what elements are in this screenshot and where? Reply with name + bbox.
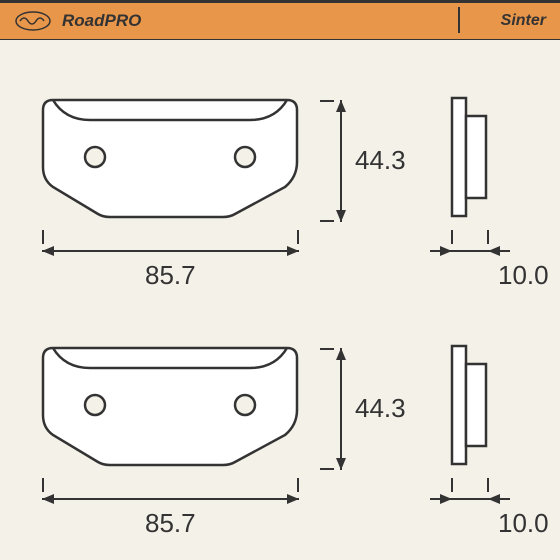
dim-line-width — [42, 250, 299, 252]
logo-area: RoadPRO — [14, 10, 141, 32]
dim-height-bottom: 44.3 — [355, 393, 406, 424]
arrow-icon — [488, 246, 500, 256]
pad-side-top — [450, 92, 490, 222]
brand-logo-icon — [14, 10, 52, 32]
brand-prefix: Road — [62, 11, 105, 30]
brake-pad-shape — [35, 340, 305, 470]
arrow-icon — [488, 494, 500, 504]
arrow-icon — [287, 246, 299, 256]
dim-tick — [320, 100, 334, 102]
arrow-icon — [42, 494, 54, 504]
diagram-area: 44.3 85.7 10.0 44.3 — [0, 40, 560, 560]
dim-thickness-top: 10.0 — [498, 260, 549, 291]
arrow-icon — [336, 210, 346, 222]
variant-label: Sinter — [501, 12, 546, 30]
brand-suffix: PRO — [105, 11, 142, 30]
arrow-icon — [440, 246, 452, 256]
arrow-icon — [42, 246, 54, 256]
dim-tick — [297, 478, 299, 492]
dim-width-top: 85.7 — [145, 260, 196, 291]
dim-tick — [320, 468, 334, 470]
pad-front-top — [35, 92, 305, 222]
pad-side-bottom — [450, 340, 490, 470]
arrow-icon — [336, 348, 346, 360]
pad-front-bottom — [35, 340, 305, 470]
dim-tick — [487, 230, 489, 244]
dim-tick — [451, 230, 453, 244]
dim-tick — [42, 230, 44, 244]
dim-tick — [320, 220, 334, 222]
arrow-icon — [336, 100, 346, 112]
dim-line-height — [340, 100, 342, 222]
dim-tick — [487, 478, 489, 492]
header-divider — [458, 7, 460, 33]
dim-tick — [451, 478, 453, 492]
dim-tick — [320, 348, 334, 350]
brand-name: RoadPRO — [62, 11, 141, 31]
arrow-icon — [287, 494, 299, 504]
dim-tick — [297, 230, 299, 244]
dim-tick — [42, 478, 44, 492]
dim-thickness-bottom: 10.0 — [498, 508, 549, 539]
brake-pad-shape — [35, 92, 305, 222]
dim-height-top: 44.3 — [355, 145, 406, 176]
dim-line-width — [42, 498, 299, 500]
arrow-icon — [336, 458, 346, 470]
dim-line-height — [340, 348, 342, 470]
arrow-icon — [440, 494, 452, 504]
header-bar: RoadPRO Sinter — [0, 0, 560, 40]
dim-width-bottom: 85.7 — [145, 508, 196, 539]
